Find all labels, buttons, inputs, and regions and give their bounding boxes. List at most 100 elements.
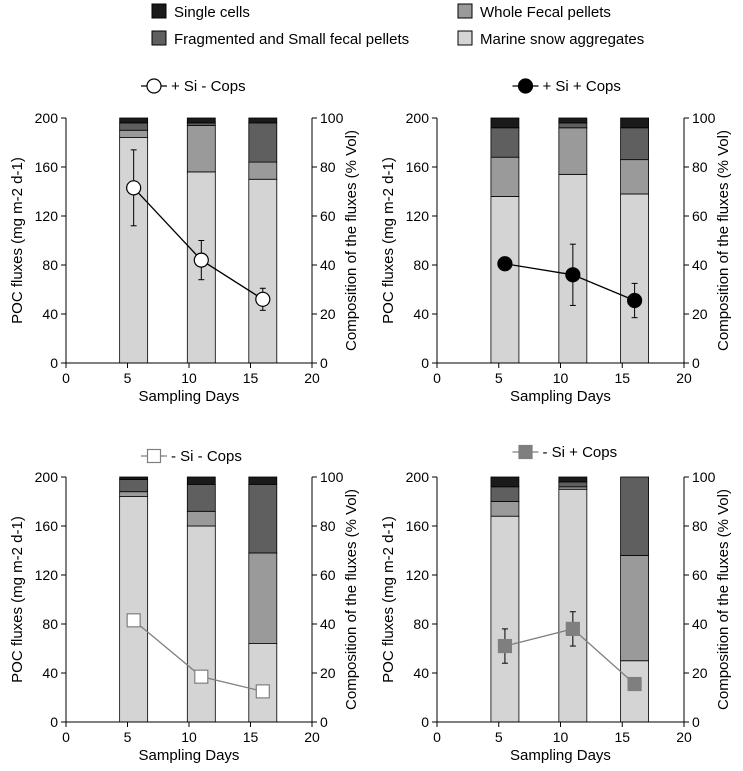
- p1-y2-tick-label-60: 60: [692, 208, 708, 224]
- p3-y-tick-label-40: 40: [413, 665, 429, 681]
- p2-data-point-1: [194, 669, 209, 684]
- p3-bar-0-marine-snow: [490, 515, 520, 723]
- p3-y-tick-label-160: 160: [406, 518, 430, 534]
- panel-plus-si-plus-cops: 0 5 10 15 2004080120160200020406080100Sampli…: [380, 78, 732, 405]
- panel-minus-si-minus-cops: 0 5 10 15 2004080120160200020406080100Sampli…: [9, 448, 360, 764]
- legend-swatch-whole-fecal: [457, 3, 473, 19]
- p0-y2-tick-label-100: 100: [320, 110, 344, 126]
- p1-bar-1-fragmented: [558, 122, 588, 129]
- p3-y-tick-label-120: 120: [406, 567, 430, 583]
- p3-y2-tick-label-40: 40: [692, 616, 708, 632]
- p1-x-tick-label-5: 5: [495, 370, 503, 386]
- p1-panel-title-plus-si-plus-cops: + Si + Cops: [543, 78, 621, 95]
- p2-x-tick-label-15: 15: [243, 729, 259, 745]
- p2-y-tick-label-200: 200: [35, 469, 59, 485]
- p0-data-point-0: [126, 180, 142, 196]
- p0-bar-0-fragmented: [119, 122, 149, 131]
- p2-data-point-2: [255, 684, 270, 699]
- p3-bar-1-marine-snow: [558, 488, 588, 723]
- p3-bar-0-fragmented: [490, 486, 520, 502]
- p3-x-tick-label-20: 20: [676, 729, 692, 745]
- p2-x-tick-label-20: 20: [304, 729, 320, 745]
- p3-y-tick-label-80: 80: [413, 616, 429, 632]
- p2-bar-2-whole-fecal: [248, 552, 278, 645]
- p0-x-tick-label-15: 15: [243, 370, 259, 386]
- p0-y2-tick-label-20: 20: [320, 306, 336, 322]
- p0-y-tick-label-0: 0: [50, 355, 58, 371]
- legend-label-whole-fecal: Whole Fecal pellets: [480, 4, 611, 21]
- p1-x-tick-label-15: 15: [614, 370, 630, 386]
- p1-y-tick-label-120: 120: [406, 208, 430, 224]
- p2-bar-2-single-cells: [248, 476, 278, 485]
- p3-y-axis-title: POC fluxes (mg m-2 d-1): [380, 516, 397, 683]
- p0-bar-1-whole-fecal: [186, 124, 216, 173]
- p2-y-tick-label-0: 0: [50, 714, 58, 730]
- p1-x-tick-label-20: 20: [676, 370, 692, 386]
- p3-panel-title-minus-si-plus-cops: - Si + Cops: [543, 444, 618, 461]
- p1-x-tick-label-0: 0: [433, 370, 441, 386]
- p1-y-tick-label-200: 200: [406, 110, 430, 126]
- p2-bar-0-fragmented: [119, 479, 149, 493]
- p3-y2-tick-label-20: 20: [692, 665, 708, 681]
- legend-swatch-marine-snow: [457, 30, 473, 46]
- p3-y2-tick-label-100: 100: [692, 469, 716, 485]
- p2-x-tick-label-0: 0: [62, 729, 70, 745]
- p2-y2-tick-label-40: 40: [320, 616, 336, 632]
- p2-x-tick-label-5: 5: [124, 729, 132, 745]
- p1-bar-0-whole-fecal: [490, 156, 520, 197]
- p1-y2-tick-label-80: 80: [692, 159, 708, 175]
- p3-bar-2-marine-snow: [620, 660, 649, 723]
- p3-x-axis-title: Sampling Days: [510, 747, 611, 764]
- p2-y-tick-label-120: 120: [35, 567, 59, 583]
- p2-data-point-0: [126, 613, 141, 628]
- p0-y-axis-title: POC fluxes (mg m-2 d-1): [9, 157, 26, 324]
- legend-label-fragmented: Fragmented and Small fecal pellets: [174, 31, 409, 48]
- p0-y-tick-label-80: 80: [42, 257, 58, 273]
- p0-bar-0-whole-fecal: [119, 129, 149, 138]
- p0-x-tick-label-20: 20: [304, 370, 320, 386]
- p2-bar-0-single-cells: [119, 476, 149, 480]
- p1-bar-1-whole-fecal: [558, 127, 588, 175]
- p3-y2-tick-label-60: 60: [692, 567, 708, 583]
- p3-bar-0-single-cells: [490, 476, 520, 488]
- p0-series-key-marker: [146, 78, 162, 94]
- p3-x-tick-label-0: 0: [433, 729, 441, 745]
- panel-plus-si-minus-cops: 0 5 10 15 2004080120160200020406080100Sampli…: [9, 78, 360, 405]
- p1-bar-0-single-cells: [490, 117, 520, 129]
- p0-x-tick-label-10: 10: [181, 370, 197, 386]
- p0-y2-tick-label-0: 0: [320, 355, 328, 371]
- p2-bar-0-whole-fecal: [119, 491, 149, 498]
- p1-bar-2-fragmented: [620, 127, 649, 161]
- p2-x-axis-title: Sampling Days: [139, 747, 240, 764]
- p0-bar-2-single-cells: [248, 117, 278, 124]
- p1-y2-tick-label-0: 0: [692, 355, 700, 371]
- p2-y-tick-label-40: 40: [42, 665, 58, 681]
- p0-data-point-2: [255, 291, 271, 307]
- p2-panel-title-minus-si-minus-cops: - Si - Cops: [171, 448, 242, 465]
- p0-y2-tick-label-60: 60: [320, 208, 336, 224]
- p1-series-key-marker: [517, 78, 534, 94]
- p0-y2-axis-title: Composition of the fluxes (% Vol): [343, 130, 360, 351]
- p1-y-tick-label-40: 40: [413, 306, 429, 322]
- p0-bar-2-fragmented: [248, 122, 278, 163]
- p0-bar-2-whole-fecal: [248, 161, 278, 180]
- p2-x-tick-label-10: 10: [181, 729, 197, 745]
- legend-label-single-cells: Single cells: [174, 4, 250, 21]
- p3-bar-1-single-cells: [558, 476, 588, 483]
- p2-y2-tick-label-100: 100: [320, 469, 344, 485]
- p1-data-point-2: [626, 292, 643, 309]
- p0-y-tick-label-120: 120: [35, 208, 59, 224]
- p0-x-axis-title: Sampling Days: [139, 388, 240, 405]
- p2-bar-2-fragmented: [248, 483, 278, 554]
- p3-x-tick-label-10: 10: [553, 729, 569, 745]
- p3-y2-tick-label-80: 80: [692, 518, 708, 534]
- p1-bar-2-marine-snow: [620, 193, 649, 364]
- p1-y-tick-label-160: 160: [406, 159, 430, 175]
- legend-swatch-fragmented: [151, 30, 167, 46]
- p1-y-tick-label-0: 0: [421, 355, 429, 371]
- panel-minus-si-plus-cops: 0 5 10 15 2004080120160200020406080100Sampli…: [380, 444, 732, 764]
- p1-bar-2-whole-fecal: [620, 159, 649, 195]
- p1-y-tick-label-80: 80: [413, 257, 429, 273]
- p2-y2-tick-label-0: 0: [320, 714, 328, 730]
